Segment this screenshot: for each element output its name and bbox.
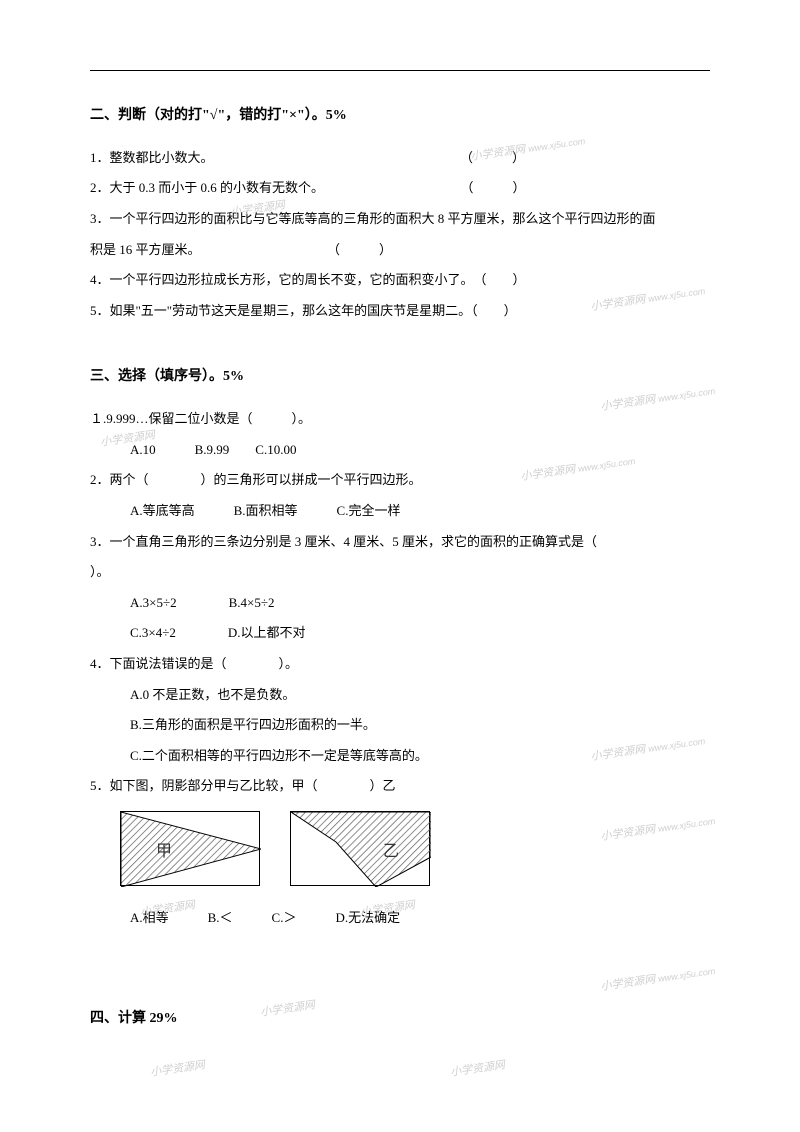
s2-q2-blank: （ ） bbox=[461, 180, 526, 195]
s3-q3-line2: ）。 bbox=[90, 558, 710, 587]
s2-q5: 5．如果"五一"劳动节这天是星期三，那么这年的国庆节是星期二。（ ） bbox=[90, 297, 710, 326]
shape-jia-box: 甲 bbox=[120, 811, 260, 886]
s3-q3-opts2: C.3×4÷2 D.以上都不对 bbox=[90, 619, 710, 648]
s2-q3-line1: 3．一个平行四边形的面积比与它等底等高的三角形的面积大 8 平方厘米，那么这个平… bbox=[90, 205, 710, 234]
s2-q2: 2．大于 0.3 而小于 0.6 的小数有无数个。 （ ） bbox=[90, 174, 710, 203]
section4-title: 四、计算 29% bbox=[90, 1004, 710, 1035]
s2-q3-line2: 积是 16 平方厘米。 （ ） bbox=[90, 236, 710, 265]
s3-q4-a: A.0 不是正数，也不是负数。 bbox=[90, 681, 710, 710]
shape-jia-label: 甲 bbox=[156, 837, 172, 861]
s3-q3-opts1: A.3×5÷2 B.4×5÷2 bbox=[90, 589, 710, 618]
s2-q2-text: 2．大于 0.3 而小于 0.6 的小数有无数个。 bbox=[90, 180, 324, 195]
s2-q3-text2: 积是 16 平方厘米。 bbox=[90, 242, 201, 257]
s3-q3-line1: 3．一个直角三角形的三条边分别是 3 厘米、4 厘米、5 厘米，求它的面积的正确… bbox=[90, 528, 710, 557]
section3-title: 三、选择（填序号）。5% bbox=[90, 362, 710, 393]
s2-q1-blank: （ ） bbox=[460, 150, 525, 165]
watermark-13: 小学资源网 bbox=[149, 1056, 206, 1079]
shape-yi-box: 乙 bbox=[290, 811, 430, 886]
s3-q1: １.9.999…保留二位小数是（ ）。 bbox=[90, 405, 710, 434]
section2-title: 二、判断（对的打"√"，错的打"×"）。5% bbox=[90, 101, 710, 132]
s3-q5: 5．如下图，阴影部分甲与乙比较，甲（ ）乙 bbox=[90, 772, 710, 801]
top-divider bbox=[90, 70, 710, 71]
shape-yi-label: 乙 bbox=[383, 837, 399, 861]
s3-q2-opts: A.等底等高 B.面积相等 C.完全一样 bbox=[90, 497, 710, 526]
s2-q1-text: 1．整数都比小数大。 bbox=[90, 150, 214, 165]
s3-q5-opts: A.相等 B.＜ C.＞ D.无法确定 bbox=[90, 904, 710, 933]
s3-q1-opts: A.10 B.9.99 C.10.00 bbox=[90, 436, 710, 465]
s3-q4-b: B.三角形的面积是平行四边形面积的一半。 bbox=[90, 711, 710, 740]
s2-q4: 4．一个平行四边形拉成长方形，它的周长不变，它的面积变小了。 （ ） bbox=[90, 266, 710, 295]
s2-q1: 1．整数都比小数大。 （ ） bbox=[90, 144, 710, 173]
watermark-14: 小学资源网 bbox=[449, 1056, 506, 1079]
s3-q2: 2．两个（ ）的三角形可以拼成一个平行四边形。 bbox=[90, 466, 710, 495]
s3-q4: 4．下面说法错误的是（ ）。 bbox=[90, 650, 710, 679]
s2-q3-blank: （ ） bbox=[327, 242, 392, 257]
shape-diagram: 甲 乙 bbox=[120, 811, 710, 886]
s3-q4-c: C.二个面积相等的平行四边形不一定是等底等高的。 bbox=[90, 742, 710, 771]
